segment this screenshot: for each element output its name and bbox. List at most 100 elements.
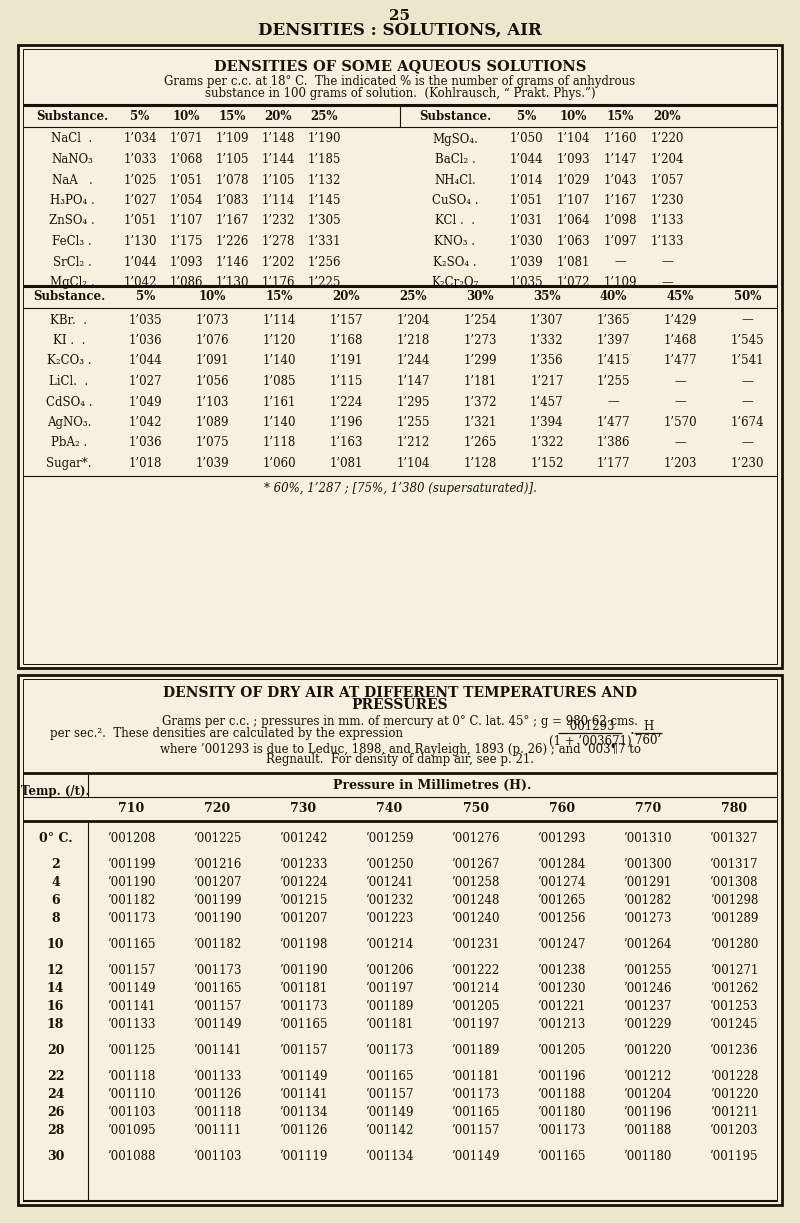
Text: ’001258: ’001258 [451,877,500,889]
Text: ’001248: ’001248 [451,894,500,907]
Text: 760: 760 [549,802,574,816]
Text: ’001149: ’001149 [193,1019,242,1031]
Text: 1’051: 1’051 [170,174,202,186]
Text: ’001293: ’001293 [566,720,614,734]
Text: 1’163: 1’163 [330,437,363,450]
Text: 15%: 15% [607,110,634,122]
Text: 1’415: 1’415 [597,355,630,367]
Text: ’001126: ’001126 [193,1088,242,1102]
Text: 770: 770 [634,802,661,816]
Text: ’001157: ’001157 [279,1044,327,1058]
Text: ’001216: ’001216 [193,859,242,872]
Text: ’001141: ’001141 [193,1044,242,1058]
Text: 1’073: 1’073 [195,313,229,327]
Text: ’001133: ’001133 [193,1070,242,1084]
Text: ’001157: ’001157 [107,965,155,977]
Text: 710: 710 [118,802,144,816]
Text: 1’305: 1’305 [307,214,341,227]
Text: ’001274: ’001274 [538,877,586,889]
Text: ’001133: ’001133 [107,1019,155,1031]
Text: 1’157: 1’157 [330,313,363,327]
Text: 1’255: 1’255 [597,375,630,388]
Text: 10%: 10% [198,291,226,303]
Text: ’001220: ’001220 [624,1044,672,1058]
Text: 1’394: 1’394 [530,416,564,429]
Text: 20%: 20% [654,110,682,122]
Text: ’001204: ’001204 [623,1088,672,1102]
Text: 1’218: 1’218 [397,334,430,347]
Text: ’001199: ’001199 [107,859,155,872]
Text: K₂SO₄ .: K₂SO₄ . [433,256,477,269]
Text: ’001181: ’001181 [451,1070,500,1084]
Text: ’001256: ’001256 [538,912,586,926]
Text: 1’039: 1’039 [195,457,229,470]
Text: ’001233: ’001233 [279,859,327,872]
Text: 1’161: 1’161 [262,395,296,408]
Text: 1’140: 1’140 [262,416,296,429]
Text: 1’278: 1’278 [262,235,294,248]
Text: 1’056: 1’056 [195,375,229,388]
Text: ’001157: ’001157 [193,1000,242,1014]
Text: ’001181: ’001181 [366,1019,414,1031]
Text: ’001271: ’001271 [710,965,758,977]
Text: ’001241: ’001241 [366,877,414,889]
Text: ’001212: ’001212 [624,1070,672,1084]
Text: 1’203: 1’203 [664,457,698,470]
Text: 1’044: 1’044 [510,153,543,166]
Text: ’001181: ’001181 [279,982,327,996]
Text: ’001223: ’001223 [366,912,414,926]
Text: ’001196: ’001196 [623,1107,672,1119]
Text: 1’114: 1’114 [262,194,294,207]
Text: —: — [608,395,620,408]
Text: ’001118: ’001118 [193,1107,242,1119]
Text: 30: 30 [47,1151,64,1163]
Text: 14: 14 [46,982,64,996]
Text: ’001240: ’001240 [451,912,500,926]
Text: 15%: 15% [266,291,293,303]
Text: ’001173: ’001173 [365,1044,414,1058]
Text: Substance.: Substance. [36,110,108,122]
Text: 1’107: 1’107 [557,194,590,207]
Text: ’001242: ’001242 [279,833,327,845]
Text: 8: 8 [51,912,60,926]
Text: 1’429: 1’429 [664,313,698,327]
Text: 10%: 10% [172,110,200,122]
Text: KBr.  .: KBr. . [50,313,87,327]
Text: ’001182: ’001182 [107,894,155,907]
Text: ’001259: ’001259 [365,833,414,845]
Text: ’001203: ’001203 [710,1124,758,1137]
Text: (1 + ’003671): (1 + ’003671) [549,735,631,747]
Text: 1’255: 1’255 [396,416,430,429]
Text: ’001190: ’001190 [107,877,155,889]
Text: 35%: 35% [533,291,561,303]
Text: ’001207: ’001207 [193,877,242,889]
Text: 1’397: 1’397 [597,334,630,347]
Text: 1’130: 1’130 [215,276,249,289]
Text: ’001173: ’001173 [107,912,155,926]
Text: 1’105: 1’105 [215,153,249,166]
Text: 1’307: 1’307 [530,313,564,327]
Text: ’001273: ’001273 [623,912,672,926]
Text: 1’190: 1’190 [307,132,341,146]
Text: ’001142: ’001142 [366,1124,414,1137]
Text: 1’177: 1’177 [597,457,630,470]
Text: ’001199: ’001199 [193,894,242,907]
Text: 1’081: 1’081 [330,457,363,470]
Text: 1’322: 1’322 [530,437,563,450]
Text: ·: · [630,726,634,741]
Text: ’001165: ’001165 [538,1151,586,1163]
Text: 1’356: 1’356 [530,355,564,367]
Text: 1’185: 1’185 [307,153,341,166]
Text: 1’217: 1’217 [530,375,563,388]
Text: 1’035: 1’035 [510,276,543,289]
Text: ’001149: ’001149 [279,1070,327,1084]
Text: 1’064: 1’064 [557,214,590,227]
Text: 1’068: 1’068 [170,153,202,166]
Text: ’001207: ’001207 [279,912,327,926]
Text: 1’093: 1’093 [169,256,203,269]
Text: 1’147: 1’147 [604,153,638,166]
Text: H: H [643,720,653,734]
Text: ’001165: ’001165 [451,1107,500,1119]
Bar [18,45,782,668]
Text: 10%: 10% [560,110,587,122]
